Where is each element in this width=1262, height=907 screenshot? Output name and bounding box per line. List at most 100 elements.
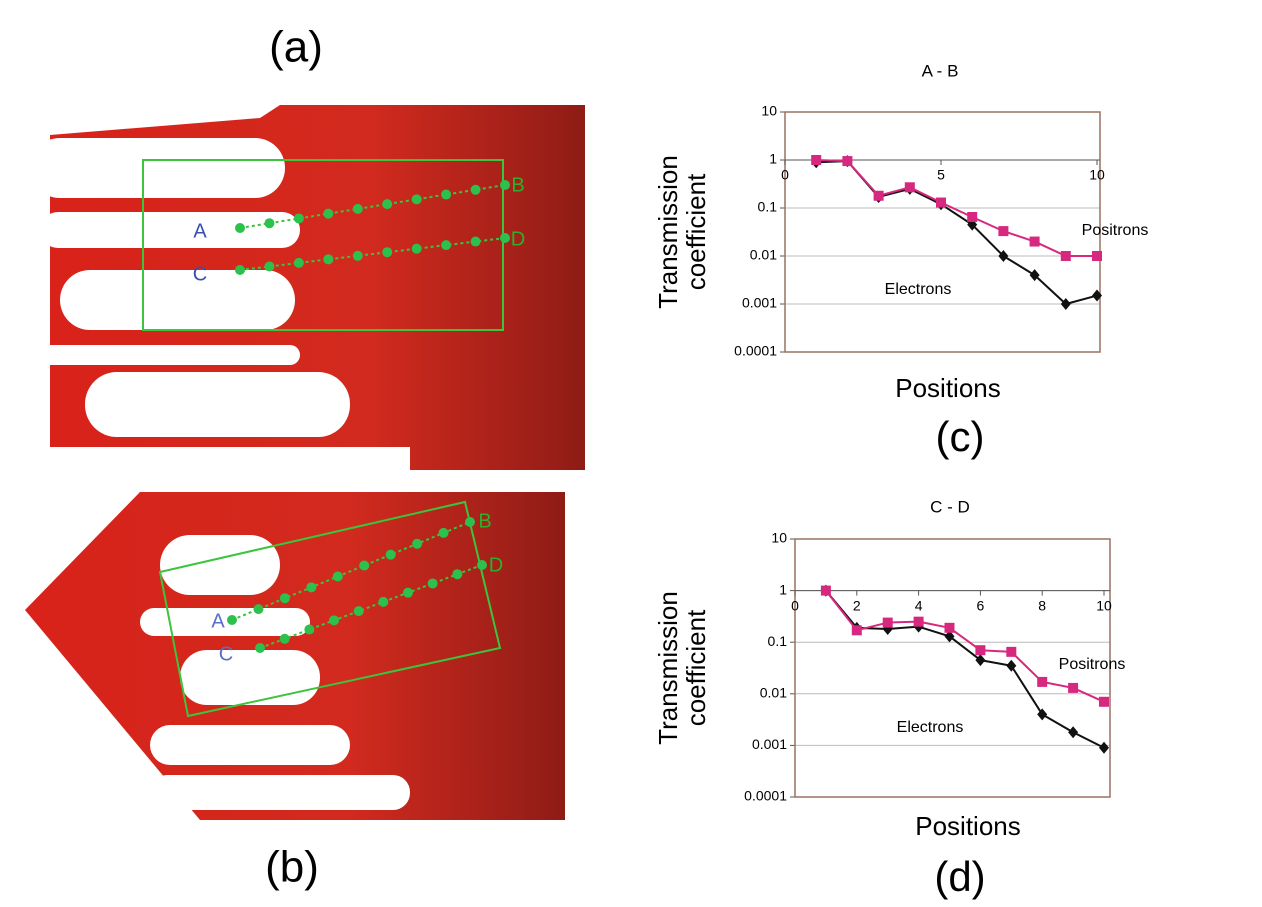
marker (1006, 659, 1017, 672)
marker (873, 190, 884, 201)
y-tick-label: 0.0001 (734, 343, 777, 359)
point-label: D (511, 228, 525, 250)
marker (1037, 708, 1048, 721)
x-tick-label: 2 (853, 597, 861, 613)
series-label: Positrons (1082, 222, 1149, 239)
y-tick-label: 1 (769, 151, 777, 167)
finger (160, 535, 280, 595)
marker (998, 250, 1009, 262)
finger (40, 345, 300, 365)
finger (150, 725, 350, 765)
probe-point (382, 247, 393, 258)
marker (975, 654, 986, 667)
marker (944, 622, 955, 633)
probe-point (438, 527, 449, 538)
marker (1060, 298, 1071, 310)
y-tick-label: 0.1 (768, 633, 788, 649)
selection-box (142, 159, 504, 331)
series-label: Electrons (897, 719, 964, 736)
x-tick-label: 6 (977, 597, 985, 613)
y-axis-label: Transmission (653, 155, 683, 309)
image-b (25, 492, 565, 820)
probe-point (500, 180, 510, 190)
y-tick-label: 0.01 (750, 247, 777, 263)
probe-point (329, 615, 339, 626)
probe-point (352, 203, 363, 214)
marker (1060, 251, 1071, 261)
probe-point (353, 606, 364, 617)
probe-point (427, 578, 438, 589)
probe-point (378, 596, 389, 607)
marker (936, 197, 946, 208)
probe-line (239, 184, 506, 229)
probe-point (470, 184, 481, 195)
probe-point (323, 254, 334, 265)
y-axis-label: Transmission (653, 591, 683, 745)
x-axis-label: Positions (895, 373, 1001, 403)
x-tick-label: 0 (781, 167, 789, 183)
marker (1029, 269, 1040, 282)
plot-frame (794, 538, 1111, 798)
point-label: A (193, 220, 207, 242)
probe-point (403, 587, 413, 598)
y-axis-label: coefficient (681, 173, 711, 290)
selection-box (158, 500, 502, 718)
probe-point (477, 560, 487, 570)
probe-point (264, 218, 275, 229)
chart-title: A - B (922, 61, 959, 80)
y-tick-label: 10 (761, 103, 777, 119)
point-label: C (219, 643, 233, 665)
marker (1006, 646, 1017, 657)
probe-point (470, 236, 481, 247)
series-line (816, 159, 1097, 257)
probe-point (352, 250, 363, 261)
marker (1029, 236, 1040, 247)
point-label: A (211, 610, 225, 632)
series-line (825, 589, 1105, 749)
edge (30, 447, 410, 477)
finger (40, 212, 300, 248)
x-axis-label: Positions (915, 811, 1021, 841)
x-tick-label: 8 (1038, 597, 1046, 613)
probe-point (412, 538, 423, 549)
marker (820, 585, 831, 596)
marker (1092, 251, 1102, 261)
y-tick-label: 0.001 (752, 736, 787, 752)
probe-point (293, 257, 304, 268)
probe-point (382, 199, 393, 210)
probe-point (304, 624, 315, 635)
probe-point (452, 569, 463, 580)
marker (1068, 682, 1079, 693)
series-label: Positrons (1059, 656, 1126, 673)
y-tick-label: 1 (779, 581, 787, 597)
image-a (30, 105, 585, 477)
probe-point (332, 571, 343, 582)
x-tick-label: 5 (937, 167, 945, 183)
panel-label: (a) (269, 23, 323, 72)
point-label: B (511, 174, 524, 196)
probe-point (465, 517, 475, 527)
probe-point (235, 265, 245, 275)
marker (1037, 676, 1048, 687)
probe-line (231, 521, 471, 621)
probe-point (385, 549, 396, 560)
point-label: D (489, 554, 503, 576)
finger (60, 270, 295, 330)
probe-point (279, 633, 290, 644)
finger (85, 372, 350, 437)
marker (842, 156, 853, 167)
x-tick-label: 10 (1089, 167, 1105, 183)
marker (944, 630, 955, 643)
marker (811, 155, 822, 165)
chart-title: C - D (930, 497, 970, 516)
marker (1092, 289, 1102, 302)
panel-label: (c) (936, 413, 985, 460)
marker (1068, 726, 1079, 739)
panel-label: (d) (934, 853, 985, 900)
edge (50, 105, 280, 135)
y-tick-label: 0.01 (760, 685, 787, 701)
probe-point (359, 560, 370, 571)
probe-point (293, 213, 304, 224)
panel-label: (b) (265, 843, 319, 892)
